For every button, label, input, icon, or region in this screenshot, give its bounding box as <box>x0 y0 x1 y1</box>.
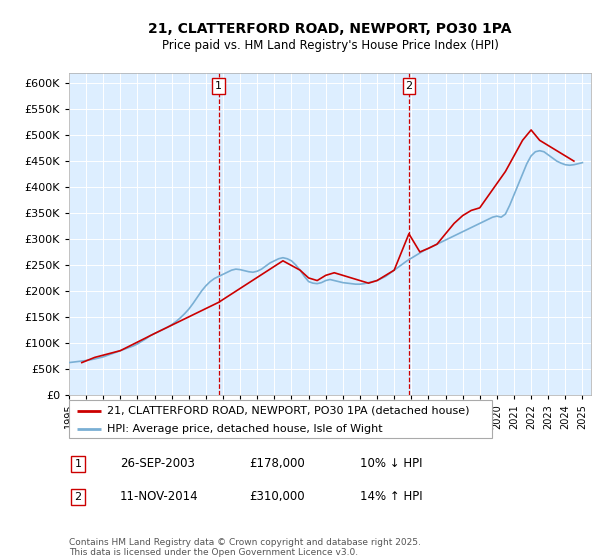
FancyBboxPatch shape <box>69 400 492 438</box>
Text: 21, CLATTERFORD ROAD, NEWPORT, PO30 1PA (detached house): 21, CLATTERFORD ROAD, NEWPORT, PO30 1PA … <box>107 406 470 416</box>
Text: 14% ↑ HPI: 14% ↑ HPI <box>360 490 422 503</box>
Text: 11-NOV-2014: 11-NOV-2014 <box>120 490 199 503</box>
Text: 1: 1 <box>215 81 222 91</box>
Text: 2: 2 <box>74 492 82 502</box>
Text: 1: 1 <box>74 459 82 469</box>
Text: Contains HM Land Registry data © Crown copyright and database right 2025.
This d: Contains HM Land Registry data © Crown c… <box>69 538 421 557</box>
Text: £310,000: £310,000 <box>249 490 305 503</box>
Text: 26-SEP-2003: 26-SEP-2003 <box>120 457 195 470</box>
Text: Price paid vs. HM Land Registry's House Price Index (HPI): Price paid vs. HM Land Registry's House … <box>161 39 499 52</box>
Text: £178,000: £178,000 <box>249 457 305 470</box>
Text: HPI: Average price, detached house, Isle of Wight: HPI: Average price, detached house, Isle… <box>107 423 383 433</box>
Text: 21, CLATTERFORD ROAD, NEWPORT, PO30 1PA: 21, CLATTERFORD ROAD, NEWPORT, PO30 1PA <box>148 22 512 36</box>
Text: 2: 2 <box>406 81 412 91</box>
Text: 10% ↓ HPI: 10% ↓ HPI <box>360 457 422 470</box>
